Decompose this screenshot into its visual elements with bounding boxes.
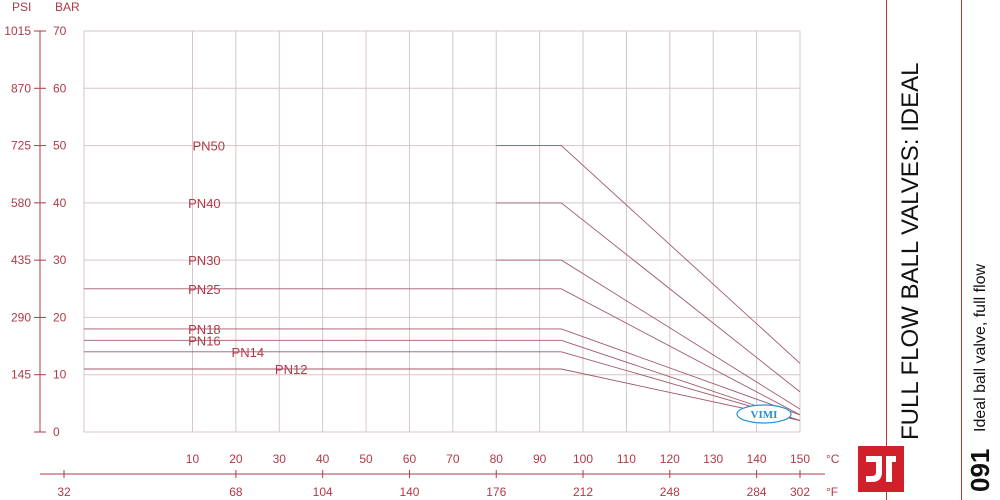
celsius-tick-label-20: 20 <box>229 452 243 466</box>
series-line-pn12 <box>84 368 801 421</box>
brand-logo-mark <box>866 456 882 482</box>
bar-unit-label: BAR <box>55 0 80 14</box>
chart-series <box>84 145 801 421</box>
fahrenheit-tick-label-284: 284 <box>747 485 767 499</box>
psi-tick-label-725: 725 <box>11 139 31 153</box>
bar-tick-label-50: 50 <box>53 139 67 153</box>
series-label-pn50: PN50 <box>192 139 225 154</box>
celsius-tick-label-140: 140 <box>747 452 767 466</box>
page-number: 091 <box>965 448 995 492</box>
celsius-tick-label-120: 120 <box>660 452 680 466</box>
brand-logo-mark-secondary <box>886 456 896 482</box>
bar-tick-label-60: 60 <box>53 81 67 95</box>
bar-tick-label-40: 40 <box>53 196 67 210</box>
celsius-tick-label-90: 90 <box>533 452 547 466</box>
page-subtitle: Ideal ball valve, full flow <box>972 263 989 432</box>
fahrenheit-tick-label-68: 68 <box>229 485 243 499</box>
celsius-tick-label-30: 30 <box>273 452 287 466</box>
fahrenheit-unit-label: °F <box>826 485 838 499</box>
fahrenheit-tick-label-32: 32 <box>57 485 71 499</box>
fahrenheit-tick-label-104: 104 <box>313 485 333 499</box>
celsius-tick-label-60: 60 <box>403 452 417 466</box>
fahrenheit-tick-label-176: 176 <box>486 485 506 499</box>
celsius-tick-label-80: 80 <box>490 452 504 466</box>
vimi-watermark-text: VIMI <box>751 409 778 421</box>
psi-tick-label-435: 435 <box>11 253 31 267</box>
psi-tick-label-290: 290 <box>11 310 31 324</box>
series-label-pn40: PN40 <box>188 196 221 211</box>
series-line-pn40 <box>496 202 801 393</box>
psi-tick-label-870: 870 <box>11 81 31 95</box>
sidebar-rule-right <box>961 0 962 500</box>
fahrenheit-tick-label-140: 140 <box>399 485 419 499</box>
fahrenheit-tick-label-248: 248 <box>660 485 680 499</box>
series-line-pn30 <box>496 259 801 410</box>
series-line-pn25 <box>84 288 801 416</box>
series-label-pn16: PN16 <box>188 333 221 348</box>
fahrenheit-tick-label-212: 212 <box>573 485 593 499</box>
bar-tick-label-10: 10 <box>53 368 67 382</box>
celsius-tick-label-10: 10 <box>186 452 200 466</box>
chart-axes: PSI BAR °C °F <box>12 0 840 499</box>
celsius-tick-label-70: 70 <box>446 452 460 466</box>
psi-unit-label: PSI <box>12 0 31 14</box>
celsius-tick-label-110: 110 <box>617 452 636 466</box>
sidebar-rule-left <box>886 0 887 500</box>
psi-tick-label-145: 145 <box>11 368 31 382</box>
bar-tick-label-70: 70 <box>53 24 67 38</box>
page-title: FULL FLOW BALL VALVES: IDEAL <box>897 62 924 440</box>
celsius-tick-label-50: 50 <box>359 452 373 466</box>
bar-tick-label-20: 20 <box>53 310 67 324</box>
bar-tick-label-30: 30 <box>53 253 67 267</box>
chart-tick-labels: 0 10 20 30 40 50 60 70 145 290 435 580 725 870 1015 10 2… <box>4 24 810 499</box>
psi-tick-label-580: 580 <box>11 196 31 210</box>
vimi-watermark: VIMI <box>736 404 792 424</box>
brand-logo-icon <box>858 446 904 492</box>
series-label-pn30: PN30 <box>188 253 221 268</box>
series-line-pn50 <box>496 145 801 364</box>
celsius-tick-label-150: 150 <box>790 452 810 466</box>
series-line-pn16 <box>84 339 801 421</box>
series-line-pn14 <box>84 351 801 421</box>
celsius-tick-label-40: 40 <box>316 452 330 466</box>
series-line-pn18 <box>84 328 801 416</box>
celsius-unit-label: °C <box>826 452 840 466</box>
vimi-watermark-ellipse <box>736 404 792 424</box>
series-label-pn14: PN14 <box>232 345 265 360</box>
series-label-pn25: PN25 <box>188 282 221 297</box>
bar-tick-label-0: 0 <box>53 425 60 439</box>
fahrenheit-tick-label-302: 302 <box>790 485 810 499</box>
chart-grid <box>83 30 801 433</box>
series-label-pn12: PN12 <box>275 362 308 377</box>
series-label-pn18: PN18 <box>188 322 221 337</box>
psi-tick-label-1015: 1015 <box>4 24 31 38</box>
celsius-tick-label-100: 100 <box>573 452 593 466</box>
plot-border <box>83 30 801 433</box>
celsius-tick-label-130: 130 <box>703 452 723 466</box>
